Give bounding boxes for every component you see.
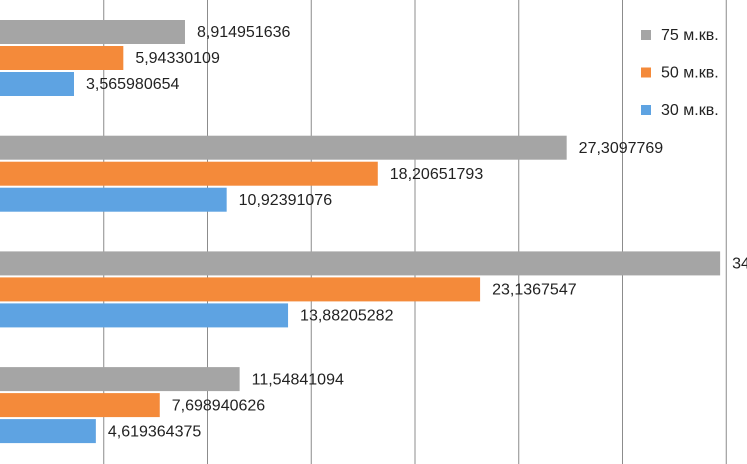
bar bbox=[0, 135, 567, 160]
legend-swatch bbox=[641, 67, 651, 78]
bar bbox=[0, 20, 185, 44]
legend-label: 30 м.кв. bbox=[661, 102, 719, 119]
value-label: 18,20651793 bbox=[390, 166, 484, 183]
value-label: 8,914951636 bbox=[197, 24, 291, 41]
value-label: 3,565980654 bbox=[86, 76, 180, 93]
value-label: 7,698940626 bbox=[172, 397, 266, 414]
bar bbox=[0, 72, 74, 96]
bar bbox=[0, 367, 240, 392]
value-label: 10,92391076 bbox=[239, 192, 333, 209]
bar bbox=[0, 161, 378, 186]
value-label: 27,3097769 bbox=[579, 140, 664, 157]
bar bbox=[0, 46, 124, 70]
bar bbox=[0, 187, 227, 212]
legend-swatch bbox=[641, 30, 651, 40]
legend-swatch bbox=[641, 105, 651, 115]
bar bbox=[0, 419, 96, 444]
value-label: 11,54841094 bbox=[252, 371, 344, 388]
legend-label: 50 м.кв. bbox=[661, 65, 719, 82]
bar bbox=[0, 251, 721, 276]
value-label: 23,1367547 bbox=[492, 282, 577, 299]
value-label: 34,70513206 bbox=[732, 256, 747, 273]
bar bbox=[0, 303, 289, 328]
bar bbox=[0, 393, 160, 418]
bar bbox=[0, 277, 481, 302]
value-label: 4,619364375 bbox=[108, 423, 202, 440]
legend-label: 75 м.кв. bbox=[661, 27, 719, 44]
value-label: 5,94330109 bbox=[135, 50, 220, 67]
value-label: 13,88205282 bbox=[300, 308, 394, 325]
